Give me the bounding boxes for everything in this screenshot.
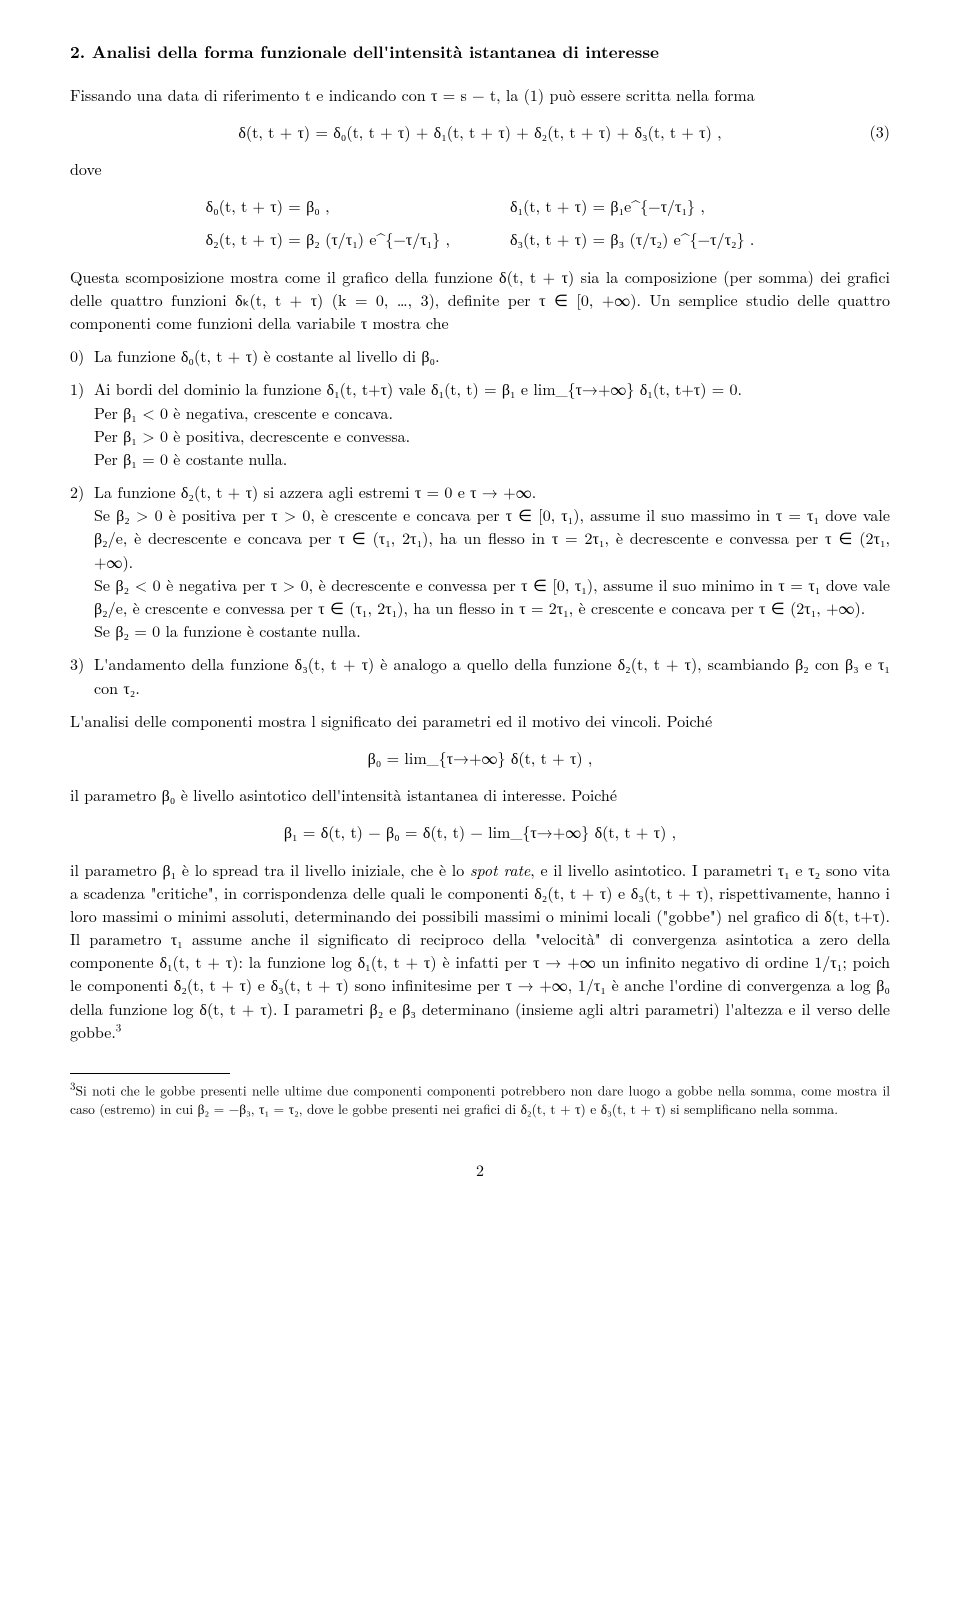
- list-marker-2: 2): [70, 480, 94, 642]
- list-body-0: La funzione δ₀(t, t + τ) è costante al l…: [94, 344, 890, 367]
- list-item-2: 2) La funzione δ₂(t, t + τ) si azzera ag…: [70, 480, 890, 642]
- equation-3-expr: δ(t, t + τ) = δ₀(t, t + τ) + δ₁(t, t + τ…: [238, 120, 721, 143]
- def-delta1: δ₁(t, t + τ) = β₁e^{−τ/τ₁} ,: [510, 194, 754, 217]
- footnote-text: Si noti che le gobbe presenti nelle ulti…: [70, 1081, 890, 1118]
- beta0-paragraph: il parametro β₀ è livello asintotico del…: [70, 783, 890, 806]
- item2-line-d: Se β₂ = 0 la funzione è costante nulla.: [94, 619, 890, 642]
- section-title-text: Analisi della forma funzionale dell'inte…: [92, 40, 659, 64]
- list-item-1: 1) Ai bordi del dominio la funzione δ₁(t…: [70, 377, 890, 470]
- equation-3: δ(t, t + τ) = δ₀(t, t + τ) + δ₁(t, t + τ…: [70, 120, 890, 143]
- analysis-paragraph: L'analisi delle componenti mostra l sign…: [70, 709, 890, 732]
- item2-line-a: La funzione δ₂(t, t + τ) si azzera agli …: [94, 480, 890, 503]
- definition-grid: δ₀(t, t + τ) = β₀ , δ₁(t, t + τ) = β₁e^{…: [206, 194, 755, 250]
- section-heading: 2. Analisi della forma funzionale dell'i…: [70, 40, 890, 65]
- intro-paragraph: Fissando una data di riferimento t e ind…: [70, 83, 890, 106]
- list-item-0: 0) La funzione δ₀(t, t + τ) è costante a…: [70, 344, 890, 367]
- def-delta2: δ₂(t, t + τ) = β₂ (τ/τ₁) e^{−τ/τ₁} ,: [206, 227, 450, 250]
- item1-line-c: Per β₁ > 0 è positiva, decrescente e con…: [94, 424, 890, 447]
- list-body-2: La funzione δ₂(t, t + τ) si azzera agli …: [94, 480, 890, 642]
- item1-line-d: Per β₁ = 0 è costante nulla.: [94, 447, 890, 470]
- final-paragraph: il parametro β₁ è lo spread tra il livel…: [70, 858, 890, 1044]
- list-item-3: 3) L'andamento della funzione δ₃(t, t + …: [70, 652, 890, 698]
- equation-beta1-expr: β₁ = δ(t, t) − β₀ = δ(t, t) − lim_{τ→+∞}…: [284, 820, 676, 843]
- final-paragraph-a: il parametro β₁ è lo spread tra il livel…: [70, 858, 470, 881]
- def-delta0: δ₀(t, t + τ) = β₀ ,: [206, 194, 450, 217]
- equation-beta1: β₁ = δ(t, t) − β₀ = δ(t, t) − lim_{τ→+∞}…: [70, 820, 890, 843]
- list-body-3: L'andamento della funzione δ₃(t, t + τ) …: [94, 652, 890, 698]
- item2-line-c: Se β₂ < 0 è negativa per τ > 0, è decres…: [94, 573, 890, 619]
- spot-rate-italic: spot rate: [470, 858, 530, 881]
- list-marker-3: 3): [70, 652, 94, 698]
- section-number: 2.: [70, 40, 85, 64]
- equation-3-number: (3): [870, 120, 890, 143]
- dove-label: dove: [70, 157, 890, 180]
- equation-beta0: β₀ = lim_{τ→+∞} δ(t, t + τ) ,: [70, 746, 890, 769]
- def-delta3: δ₃(t, t + τ) = β₃ (τ/τ₂) e^{−τ/τ₂} .: [510, 227, 754, 250]
- final-paragraph-b: , e il livello asintotico. I parametri τ…: [70, 858, 890, 1043]
- list-body-1: Ai bordi del dominio la funzione δ₁(t, t…: [94, 377, 890, 470]
- list-marker-0: 0): [70, 344, 94, 367]
- item1-line-b: Per β₁ < 0 è negativa, crescente e conca…: [94, 401, 890, 424]
- item2-line-b: Se β₂ > 0 è positiva per τ > 0, è cresce…: [94, 503, 890, 573]
- equation-beta0-expr: β₀ = lim_{τ→+∞} δ(t, t + τ) ,: [368, 746, 593, 769]
- list-marker-1: 1): [70, 377, 94, 470]
- footnote-3: 3Si noti che le gobbe presenti nelle ult…: [70, 1080, 890, 1118]
- footnote-ref-3: 3: [116, 1021, 122, 1036]
- decomposition-paragraph: Questa scomposizione mostra come il graf…: [70, 265, 890, 335]
- footnote-separator: [70, 1073, 230, 1074]
- item1-line-a: Ai bordi del dominio la funzione δ₁(t, t…: [94, 377, 890, 400]
- page-number: 2: [70, 1158, 890, 1181]
